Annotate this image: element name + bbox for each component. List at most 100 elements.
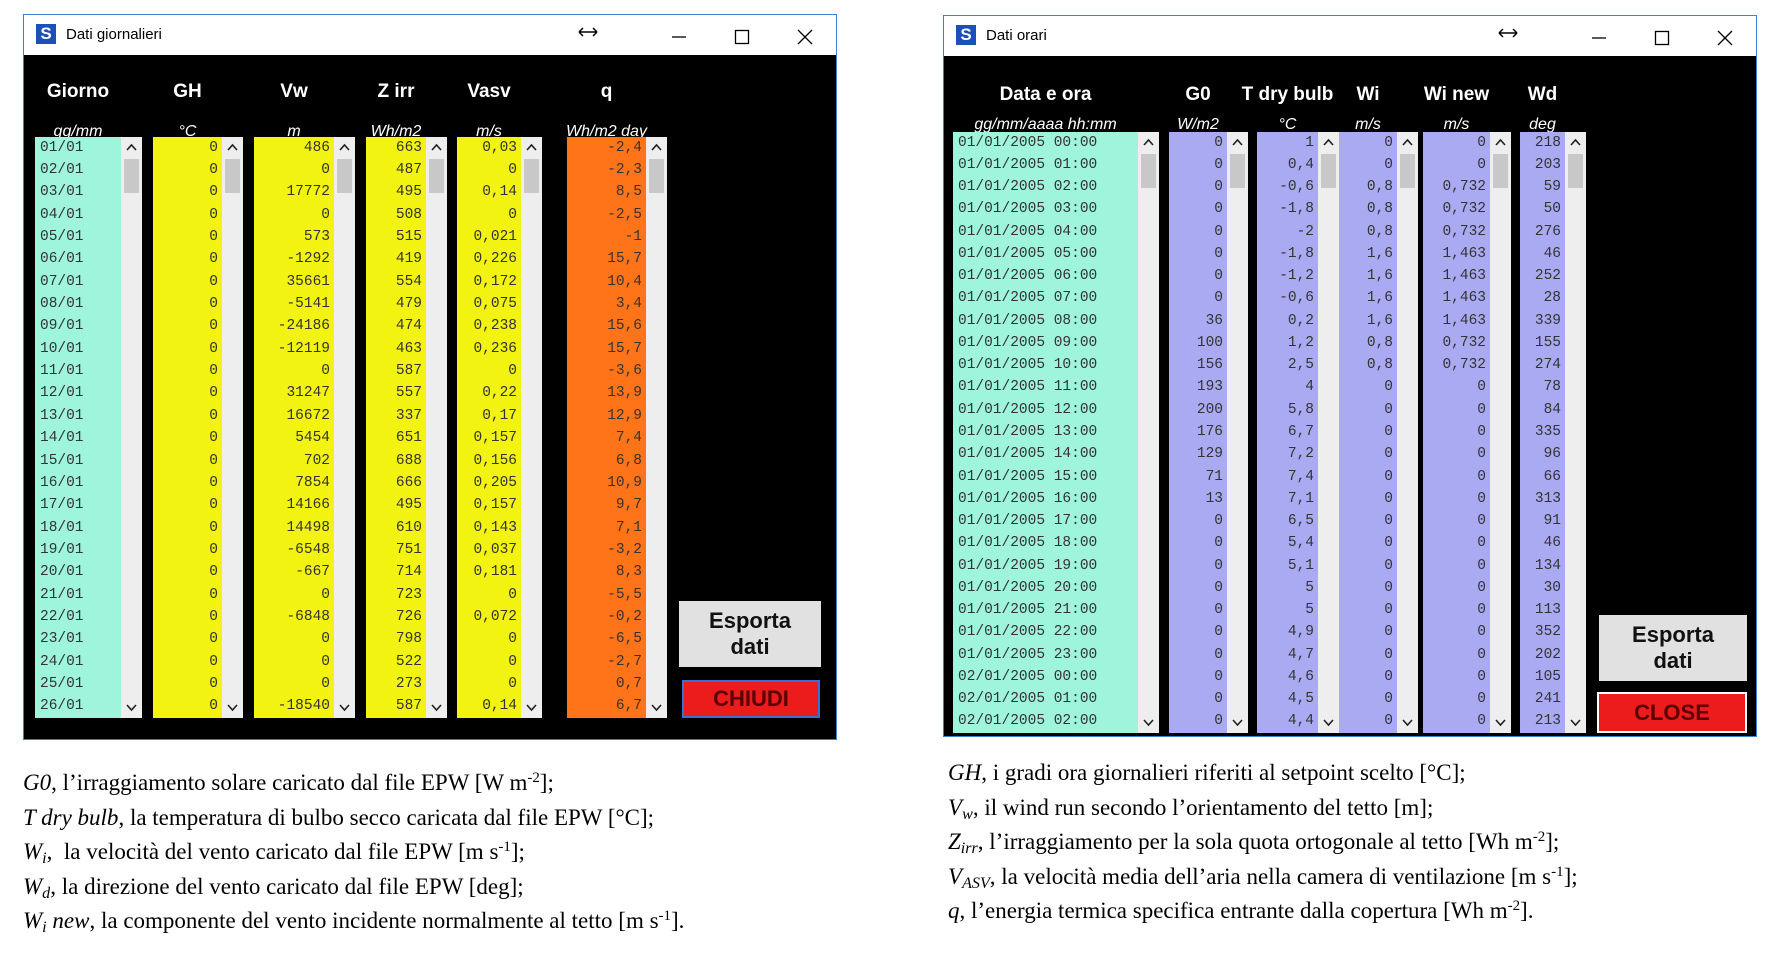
caption-text: W [23,908,43,934]
scroll-up[interactable] [521,139,542,155]
scroll-down[interactable] [222,700,243,716]
scroll-up[interactable] [1318,134,1339,150]
scroll-up[interactable] [222,139,243,155]
scroll-down[interactable] [334,700,355,716]
scroll-thumb[interactable] [524,159,539,193]
close-window-button[interactable]: CLOSE [1597,692,1747,733]
cell: 0,8 [1366,223,1393,240]
cell: 0,157 [473,497,517,514]
list-background [254,137,334,718]
app-icon: S [36,24,56,44]
export-button[interactable]: Esporta dati [679,601,821,667]
scroll-thumb[interactable] [337,159,352,193]
cell: 0 [1384,513,1393,530]
scroll-down[interactable] [1565,715,1586,731]
cell: 1,463 [1442,245,1486,262]
scrollbar[interactable] [222,137,243,718]
data-list[interactable]: 0 0 0 0 0 0 0 0 36 100 156 193 200 176 129 71 13 0 0 0 0 0 0 0 0… [1169,132,1248,733]
cell: 0 [1477,646,1486,663]
data-list[interactable]: 0 0 0 0 0 0 0 0 0 0 0 0 0 0 0 0 0 0 0 0 0 0 0 0 0 0 [153,137,243,718]
data-list[interactable]: 0 0 0,732 0,732 0,732 1,463 1,463 1,463 1,463 0,7… [1423,132,1511,733]
close-window-button[interactable]: CHIUDI [682,680,820,718]
minimize-button[interactable] [1589,28,1609,48]
cell: 0 [1384,401,1393,418]
scroll-thumb[interactable] [124,159,139,193]
scroll-up[interactable] [1490,134,1511,150]
scroll-down[interactable] [1490,715,1511,731]
export-button[interactable]: Esporta dati [1599,615,1747,681]
cell: 59 [1543,179,1561,196]
scroll-down[interactable] [1318,715,1339,731]
data-list[interactable]: 01/01 02/01 03/01 04/01 05/01 06/01 07/01 08/01… [35,137,142,718]
scroll-thumb[interactable] [1141,154,1156,188]
data-list[interactable]: 0,03 0 0,14 0 0,021 0,226 0,172 0,075 0,238 0,236… [457,137,542,718]
scroll-thumb[interactable] [1321,154,1336,188]
data-list[interactable]: 486 0 17772 0 573 -1292 35661 -5141 -24186 -12119… [254,137,355,718]
scrollbar[interactable] [426,137,447,718]
cell: 515 [395,229,422,246]
scroll-up[interactable] [1227,134,1248,150]
data-list[interactable]: 0 0 0,8 0,8 0,8 1,6 1,6 1,6 1,6 0,8 0,8 0 0 0 0 0 0 0 0 0 0 0… [1339,132,1418,733]
maximize-button[interactable] [1652,28,1672,48]
list-background [1169,132,1227,733]
list-background [35,137,121,718]
cell: 01/01/2005 19:00 [958,557,1098,574]
scroll-up[interactable] [1397,134,1418,150]
scroll-thumb[interactable] [429,159,444,193]
scrollbar[interactable] [521,137,542,718]
scroll-up[interactable] [1138,134,1159,150]
column-unit: °C [1278,116,1297,133]
scroll-up[interactable] [1565,134,1586,150]
scrollbar[interactable] [646,137,667,718]
scrollbar[interactable] [1227,132,1248,733]
data-list[interactable]: 218 203 59 50 276 46 252 28 339 155 274 78 84 335 96 66… [1520,132,1586,733]
caption-line: Zirr, l’irraggiamento per la sola quota … [948,829,1559,858]
scroll-down[interactable] [1227,715,1248,731]
scroll-down[interactable] [521,700,542,716]
scrollbar[interactable] [1318,132,1339,733]
scroll-thumb[interactable] [1400,154,1415,188]
resize-icon[interactable] [1496,26,1520,40]
maximize-button[interactable] [732,27,752,47]
scroll-down[interactable] [121,700,142,716]
close-button[interactable] [1715,28,1735,48]
scroll-thumb[interactable] [649,159,664,193]
resize-icon[interactable] [576,25,600,39]
cell: 663 [395,139,422,156]
scroll-up[interactable] [646,139,667,155]
cell: 0 [1214,179,1223,196]
cell: 20/01 [40,564,84,581]
scroll-down[interactable] [1138,715,1159,731]
scrollbar[interactable] [1138,132,1159,733]
minimize-button[interactable] [669,27,689,47]
scrollbar[interactable] [1490,132,1511,733]
cell: 0 [209,631,218,648]
scroll-up-glyph [1143,138,1154,146]
scroll-thumb[interactable] [1493,154,1508,188]
scrollbar[interactable] [121,137,142,718]
scrollbar[interactable] [1565,132,1586,733]
cell: 0,03 [482,139,517,156]
cell: 01/01/2005 16:00 [958,490,1098,507]
data-list[interactable]: 01/01/2005 00:00 01/01/2005 01:00 01/01/20… [953,132,1159,733]
scroll-down[interactable] [646,700,667,716]
data-list[interactable]: 1 0,4 -0,6 -1,8 -2 -1,8 -1,2 -0,6 0,2 1,2 2,5 4 5,8 6… [1257,132,1339,733]
scroll-up[interactable] [334,139,355,155]
scroll-thumb[interactable] [1568,154,1583,188]
scroll-thumb[interactable] [1230,154,1245,188]
close-button[interactable] [795,27,815,47]
scroll-thumb[interactable] [225,159,240,193]
scroll-up[interactable] [426,139,447,155]
data-list[interactable]: 663 487 495 508 515 419 554 479 474 463 587 557 337 6… [366,137,447,718]
scroll-down[interactable] [1397,715,1418,731]
cell: 6,7 [615,698,642,715]
column-header: q [600,81,613,102]
scrollbar[interactable] [334,137,355,718]
list-background [567,137,646,718]
cell: 02/01/2005 01:00 [958,691,1098,708]
scroll-down[interactable] [426,700,447,716]
scroll-down-glyph [1402,719,1413,727]
scroll-up[interactable] [121,139,142,155]
data-list[interactable]: -2,4 -2,3 8,5 -2,5 -1 15,7 10,4 3,4 15,6 15,7 -3,6… [567,137,667,718]
scrollbar[interactable] [1397,132,1418,733]
